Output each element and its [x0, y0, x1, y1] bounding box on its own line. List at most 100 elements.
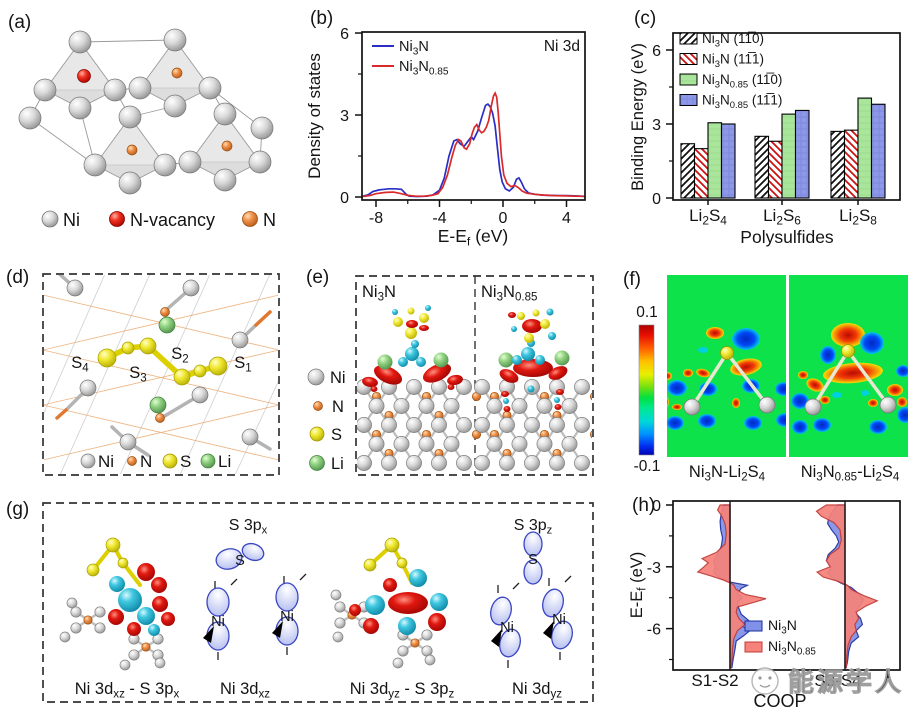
legend-label-nvac: N-vacancy: [130, 210, 215, 230]
atom: [332, 631, 344, 643]
atom: [141, 642, 151, 652]
density-blob: [732, 328, 760, 350]
ni-label: Ni: [280, 609, 294, 625]
panel-f: (f) 0.1 -0.1 Ni3N-Li2S4 Ni3N0.85-Li2S4: [615, 255, 923, 495]
atom: [561, 398, 578, 414]
density-blob: [860, 332, 884, 354]
ni-label: Ni: [500, 620, 514, 636]
adsorption-structure: [44, 275, 278, 474]
bar-plot-frame: [672, 32, 901, 201]
atom: [574, 455, 590, 471]
isosurface-blob: [522, 319, 542, 333]
s-atom-icon: [309, 426, 325, 442]
atom: [456, 455, 472, 471]
density-blob: [667, 416, 684, 430]
isosurface-blob: [422, 363, 452, 383]
density-blob: [813, 418, 831, 432]
legend-s: S: [180, 452, 191, 471]
isosurface-blob: [405, 327, 417, 339]
atom: [182, 279, 200, 297]
legend-li: Li: [218, 452, 231, 471]
s-atom-icon: [162, 453, 178, 469]
atom: [149, 396, 167, 414]
atom: [105, 537, 121, 553]
atom: [357, 417, 372, 433]
isosurface-blob: [377, 354, 393, 370]
bar-xlabel: Polysulfides: [740, 227, 834, 247]
atom: [128, 649, 140, 661]
ni-bonds: [57, 275, 272, 457]
orbital-blob: [383, 578, 397, 592]
atom: [396, 557, 408, 569]
atom: [804, 398, 822, 416]
ni-atom-icon: [41, 210, 59, 228]
isosurface-blob: [498, 352, 514, 368]
panel-e-label: (e): [306, 267, 329, 288]
isosurface-blob: [554, 350, 570, 366]
isosurface-blob: [527, 385, 535, 393]
orbital-blob: [161, 612, 175, 626]
orbital-lobe: [523, 559, 543, 585]
density-blob: [706, 327, 724, 339]
isosurface-blob: [419, 313, 429, 323]
caption-nidxz: Ni 3dxz: [220, 680, 270, 701]
orbital-blob: [398, 617, 416, 635]
s-chain: [368, 541, 414, 585]
atom: [213, 102, 237, 126]
bar-Li2S8-3: [870, 103, 886, 199]
watermark-face-icon: [751, 667, 779, 695]
density-blob: [667, 396, 669, 408]
atom: [241, 428, 259, 446]
atom: [381, 417, 397, 433]
dos-annotation: Ni 3d: [544, 38, 580, 55]
atom: [841, 344, 855, 358]
orbital-lobe: [215, 548, 243, 570]
orbital-blob: [108, 609, 124, 625]
atom: [421, 645, 433, 657]
panel-d-svg: (d) S4 S3 S2 S1 Ni N S Li: [6, 267, 280, 476]
atom: [68, 96, 92, 120]
map2-title: Ni3N0.85-Li2S4: [801, 463, 900, 484]
isosurface-blob: [535, 355, 545, 365]
orbital-blob: [148, 624, 160, 636]
bonds: [690, 351, 769, 408]
isosurface-blob: [499, 369, 519, 383]
bar-Li2S4-2: [707, 122, 723, 199]
legend-label: Ni3N0.85: [399, 59, 449, 78]
atom: [18, 106, 42, 130]
atom: [118, 105, 142, 129]
site-labels: S4 S3 S2 S1: [71, 345, 251, 385]
atom: [221, 140, 233, 152]
isosurface-blob: [416, 357, 426, 367]
atom: [171, 67, 183, 79]
isosurface-blob: [532, 309, 540, 317]
caption-nidyz: Ni 3dyz: [512, 680, 562, 701]
y-tick-label: 0: [652, 191, 661, 208]
charge-map-ni3n085: [789, 275, 908, 457]
e-title-ni3n: Ni3N: [362, 283, 396, 304]
atom: [363, 558, 377, 572]
dos-curve-Ni3N: [362, 103, 585, 198]
atom: [511, 436, 528, 452]
site-s3: S3: [129, 364, 146, 385]
orbital-blob: [127, 622, 141, 636]
atom: [231, 331, 249, 349]
density-blob: [806, 378, 824, 392]
legend-n: N: [332, 398, 344, 416]
orbital-blob: [388, 592, 428, 614]
atom: [163, 94, 187, 118]
atom: [683, 398, 701, 416]
isosurface-blob: [512, 355, 522, 365]
ni-label: Ni: [211, 614, 225, 630]
density-blob: [820, 396, 830, 404]
atom: [126, 144, 138, 156]
site-s2: S2: [171, 345, 188, 366]
atom: [119, 433, 137, 451]
bar-Li2S8-2: [857, 97, 873, 199]
watermark-text: 能源学人: [788, 667, 904, 697]
panel-d-label: (d): [6, 267, 29, 288]
s-label: S: [528, 552, 538, 568]
isosurface-blob: [554, 404, 562, 410]
x-tick-label: 0: [499, 210, 508, 227]
